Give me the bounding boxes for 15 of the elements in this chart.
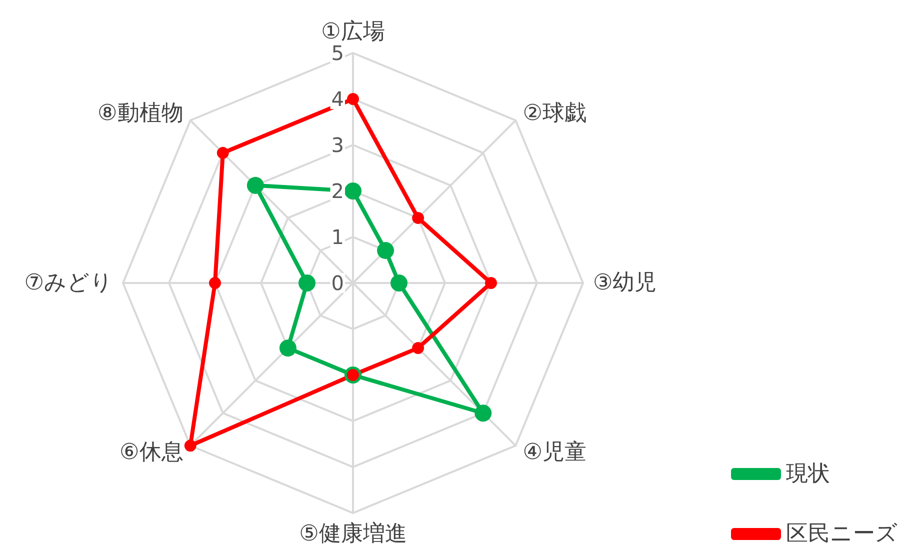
y-tick-label: 2 — [331, 179, 344, 203]
y-tick-label: 4 — [331, 87, 344, 111]
y-tick-label: 0 — [331, 271, 344, 295]
y-tick-label: 3 — [331, 133, 344, 157]
spoke-label: ⑧動植物 — [98, 100, 184, 126]
legend-label: 現状 — [786, 462, 830, 486]
spoke-label: ④児童 — [522, 440, 586, 466]
y-tick-label: 5 — [331, 41, 344, 65]
spoke-label: ⑥休息 — [120, 440, 184, 466]
spoke-label: ②球戯 — [522, 100, 586, 126]
spoke-label: ⑦みどり — [24, 270, 113, 296]
y-tick-label: 1 — [331, 225, 344, 249]
legend-label: 区民ニーズ — [786, 522, 898, 546]
spoke-label: ③幼児 — [593, 270, 657, 296]
spoke-label: ⑤健康増進 — [299, 522, 407, 546]
